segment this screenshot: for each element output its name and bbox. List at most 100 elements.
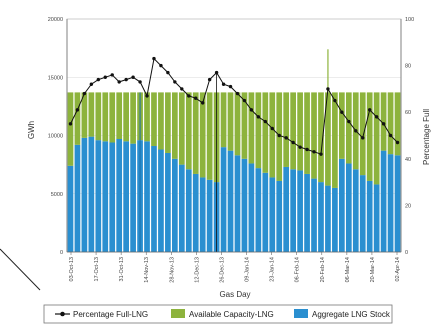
percentage-point <box>256 115 261 119</box>
percentage-point <box>305 147 309 152</box>
stock-bar <box>116 138 123 252</box>
percentage-point <box>249 108 254 112</box>
stock-bar <box>394 155 401 252</box>
capacity-bar <box>199 92 206 178</box>
percentage-point <box>75 108 80 112</box>
y-right-tick-label: 60 <box>405 110 411 116</box>
percentage-point <box>312 150 316 154</box>
stock-bar <box>234 155 241 252</box>
stock-bar <box>144 141 150 252</box>
capacity-bar <box>227 92 234 151</box>
x-axis-title: Gas Day <box>219 290 250 299</box>
stock-bar <box>199 177 206 252</box>
capacity-bar <box>297 92 303 171</box>
stock-bar <box>339 158 345 252</box>
capacity-bar <box>185 92 192 170</box>
stock-bar <box>332 187 338 252</box>
x-tick-label: 06-Feb-14 <box>295 257 301 282</box>
percentage-point <box>152 56 156 61</box>
stock-bar <box>88 136 95 252</box>
percentage-point <box>117 80 121 84</box>
percentage-point <box>284 136 288 140</box>
stock-bar <box>206 179 213 252</box>
stock-bar <box>304 173 310 252</box>
stock-bar <box>192 173 199 252</box>
stock-bar <box>165 152 171 252</box>
percentage-point <box>340 110 344 114</box>
legend-swatch <box>171 309 185 318</box>
stock-bar <box>325 185 331 252</box>
percentage-point <box>354 129 358 133</box>
capacity-bar <box>311 92 317 179</box>
percentage-point <box>381 122 386 126</box>
decorative-diagonal-line <box>0 248 41 291</box>
capacity-bar <box>394 92 401 156</box>
stock-bar <box>373 184 380 252</box>
stock-bar <box>248 163 255 252</box>
capacity-bar <box>67 92 74 166</box>
percentage-point <box>200 101 205 105</box>
x-tick-label: 23-Jan-14 <box>270 257 276 282</box>
capacity-bar <box>387 92 394 155</box>
stock-bar <box>130 143 136 252</box>
capacity-bar <box>130 92 136 144</box>
stock-bar <box>158 149 164 252</box>
percentage-point <box>228 84 233 89</box>
stock-bar <box>220 147 227 252</box>
capacity-bar <box>248 92 255 164</box>
capacity-bar <box>116 92 123 139</box>
capacity-bar <box>192 92 199 174</box>
x-tick-label: 14-Nov-13 <box>144 257 150 283</box>
capacity-bar <box>290 92 296 170</box>
stock-bar <box>297 170 303 252</box>
percentage-point <box>319 152 323 156</box>
percentage-point <box>388 133 393 138</box>
percentage-point <box>235 91 240 96</box>
capacity-bar <box>95 92 102 141</box>
stock-bar <box>185 169 192 252</box>
capacity-bar <box>81 92 88 138</box>
percentage-point <box>242 98 247 103</box>
percentage-point <box>89 82 94 86</box>
stock-bar <box>380 150 387 252</box>
x-tick-label: 02-Apr-14 <box>395 257 401 281</box>
percentage-point <box>270 126 274 131</box>
capacity-bar <box>325 92 331 186</box>
legend-item-stock: Aggregate LNG Stock <box>294 309 391 319</box>
percentage-point <box>159 63 163 68</box>
x-tick-label: 26-Dec-13 <box>219 257 225 283</box>
capacity-bar <box>88 92 95 137</box>
percentage-point <box>326 87 330 91</box>
stock-bar <box>262 172 269 252</box>
y-right-tick-label: 80 <box>405 64 411 70</box>
legend-item-percentage: Percentage Full-LNG <box>55 310 148 319</box>
percentage-point <box>367 108 372 112</box>
percentage-point <box>277 133 281 138</box>
stock-bar <box>269 177 276 252</box>
y-left-tick-label: 15000 <box>48 75 63 81</box>
legend: Percentage Full-LNG Available Capacity-L… <box>43 304 393 324</box>
legend-label: Aggregate LNG Stock <box>312 310 391 319</box>
capacity-bar <box>158 92 164 150</box>
capacity-bar <box>123 92 129 142</box>
capacity-bar <box>241 92 248 159</box>
y-right-tick-label: 20 <box>405 203 411 209</box>
stock-bar <box>102 141 109 252</box>
percentage-point <box>103 75 107 79</box>
capacity-bar <box>359 92 366 176</box>
x-tick-label: 12-Dec-13 <box>194 257 200 283</box>
y-right-tick-label: 100 <box>405 17 414 23</box>
stock-bar <box>318 182 324 252</box>
stock-bar <box>352 169 359 252</box>
capacity-bar <box>178 92 185 165</box>
legend-item-capacity: Available Capacity-LNG <box>171 309 274 319</box>
percentage-point <box>263 119 268 124</box>
percentage-point <box>82 91 87 96</box>
capacity-bar <box>283 92 290 167</box>
y-left-tick-label: 0 <box>60 250 63 256</box>
percentage-point <box>333 98 337 103</box>
capacity-bar <box>109 92 116 143</box>
y-right-tick-label: 40 <box>405 157 411 163</box>
stock-bar <box>359 175 366 252</box>
x-tick-label: 20-Mar-14 <box>370 257 376 282</box>
